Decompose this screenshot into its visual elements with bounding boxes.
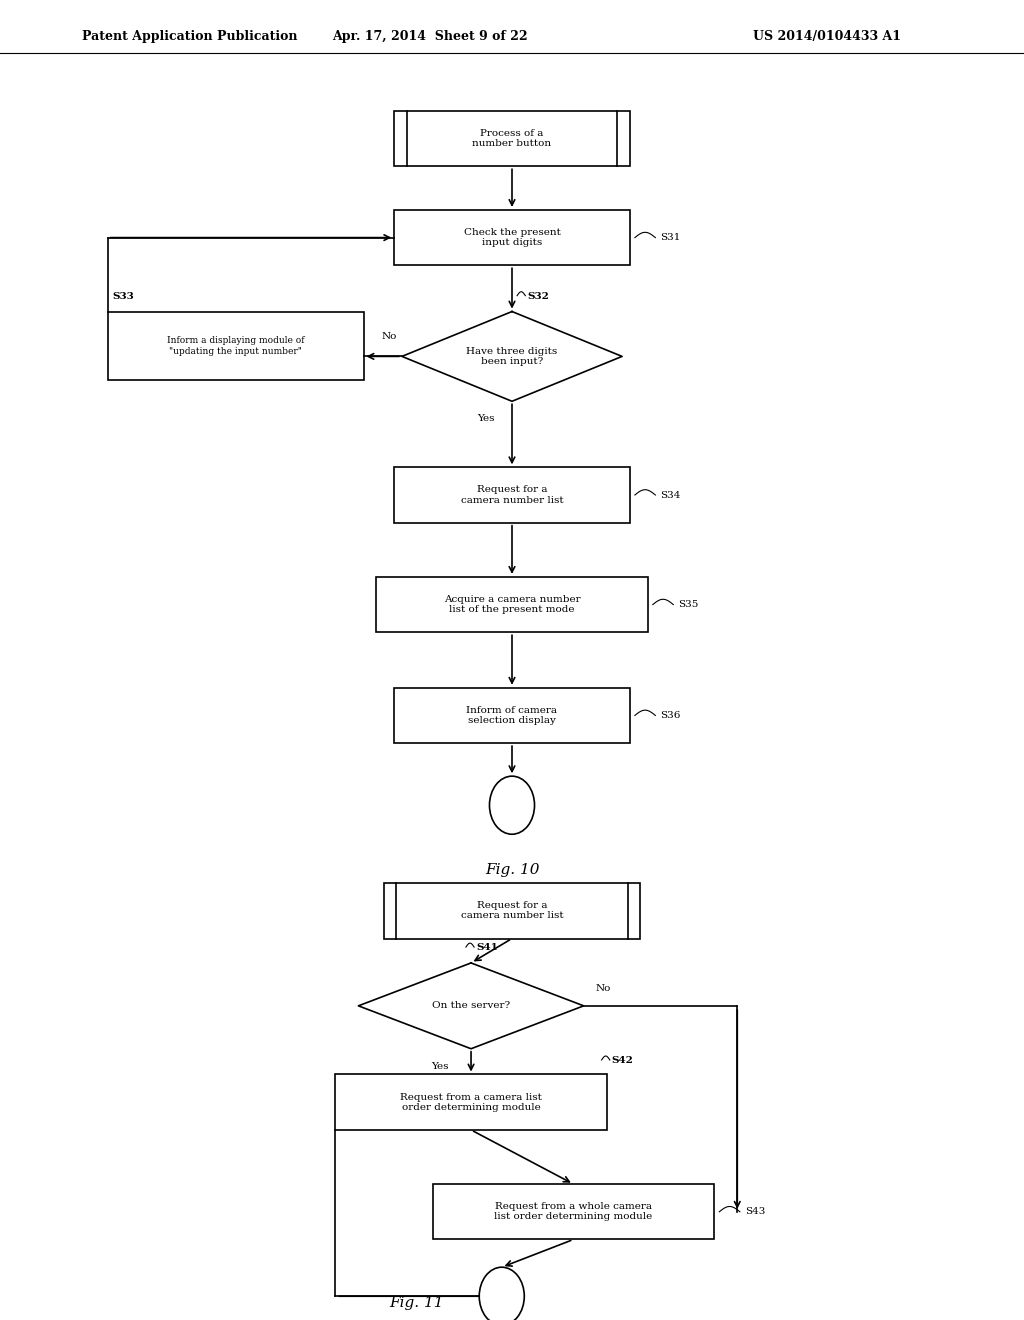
Text: S41: S41 [476,944,498,953]
Text: S43: S43 [745,1208,765,1216]
FancyBboxPatch shape [336,1074,606,1130]
Text: S31: S31 [660,234,681,242]
FancyBboxPatch shape [384,883,640,939]
Text: Have three digits
been input?: Have three digits been input? [466,347,558,366]
Text: Process of a
number button: Process of a number button [472,129,552,148]
Text: S36: S36 [660,711,681,719]
Text: S35: S35 [679,601,698,609]
Text: On the server?: On the server? [432,1002,510,1010]
Text: S42: S42 [612,1056,634,1065]
Polygon shape [401,312,623,401]
FancyBboxPatch shape [394,111,630,166]
FancyBboxPatch shape [394,210,630,265]
Text: Apr. 17, 2014  Sheet 9 of 22: Apr. 17, 2014 Sheet 9 of 22 [332,30,528,44]
Text: Request for a
camera number list: Request for a camera number list [461,486,563,504]
FancyBboxPatch shape [394,688,630,743]
Text: Fig. 10: Fig. 10 [484,863,540,878]
Text: S33: S33 [113,292,134,301]
FancyBboxPatch shape [377,577,648,632]
Text: Request from a whole camera
list order determining module: Request from a whole camera list order d… [495,1203,652,1221]
FancyBboxPatch shape [394,467,630,523]
FancyBboxPatch shape [108,312,364,380]
Text: Inform of camera
selection display: Inform of camera selection display [467,706,557,725]
Text: Patent Application Publication: Patent Application Publication [82,30,297,44]
Text: Acquire a camera number
list of the present mode: Acquire a camera number list of the pres… [443,595,581,614]
Text: US 2014/0104433 A1: US 2014/0104433 A1 [753,30,901,44]
Circle shape [479,1267,524,1320]
Text: Yes: Yes [477,414,496,424]
Text: Fig. 11: Fig. 11 [389,1296,443,1309]
Text: Yes: Yes [431,1061,450,1071]
Text: Request from a camera list
order determining module: Request from a camera list order determi… [400,1093,542,1111]
Text: Inform a displaying module of
"updating the input number": Inform a displaying module of "updating … [167,337,304,355]
Circle shape [489,776,535,834]
Text: S34: S34 [660,491,681,499]
Text: No: No [381,331,397,341]
Text: Check the present
input digits: Check the present input digits [464,228,560,247]
Text: S32: S32 [527,292,549,301]
FancyBboxPatch shape [433,1184,715,1239]
Text: No: No [596,983,611,993]
Polygon shape [358,964,584,1048]
Text: Request for a
camera number list: Request for a camera number list [461,902,563,920]
